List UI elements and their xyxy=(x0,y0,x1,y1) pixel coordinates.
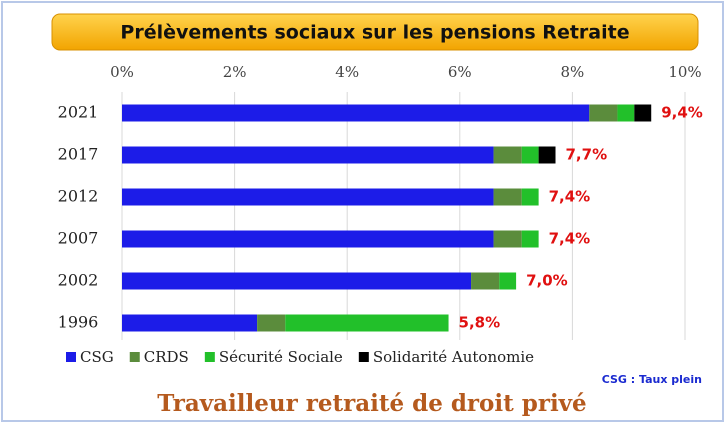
x-tick-label: 6% xyxy=(448,63,472,81)
bar-segment xyxy=(493,230,522,248)
bar-segment xyxy=(285,314,449,332)
x-tick-label: 8% xyxy=(561,63,585,81)
legend-label: Solidarité Autonomie xyxy=(373,348,534,366)
y-tick-label: 2002 xyxy=(58,271,99,290)
bar-segment xyxy=(122,188,494,206)
bar-segment xyxy=(122,230,494,248)
total-label: 7,4% xyxy=(549,230,591,248)
bar-segment xyxy=(634,104,652,122)
y-tick-label: 2017 xyxy=(58,145,99,164)
bar-segment xyxy=(493,188,522,206)
total-label: 7,4% xyxy=(549,188,591,206)
y-tick-label: 2021 xyxy=(58,103,99,122)
bar-segment xyxy=(499,272,517,290)
chart-title: Prélèvements sociaux sur les pensions Re… xyxy=(120,22,629,44)
total-label: 7,7% xyxy=(566,146,608,164)
legend-swatch xyxy=(358,352,369,362)
x-tick-label: 0% xyxy=(110,63,134,81)
bar-segment xyxy=(122,146,494,164)
legend-label: CSG xyxy=(80,348,114,366)
legend-swatch xyxy=(129,352,140,362)
bar-segment xyxy=(521,230,539,248)
total-label: 5,8% xyxy=(459,314,501,332)
y-tick-label: 2012 xyxy=(58,187,99,206)
legend-swatch xyxy=(204,352,215,362)
x-tick-label: 10% xyxy=(668,63,701,81)
bar-segment xyxy=(521,146,539,164)
bar-segment xyxy=(122,272,472,290)
bar-segment xyxy=(471,272,500,290)
bar-segment xyxy=(493,146,522,164)
x-tick-label: 2% xyxy=(223,63,247,81)
bar-segment xyxy=(257,314,286,332)
legend-swatch xyxy=(66,352,76,362)
y-tick-label: 2007 xyxy=(58,229,99,248)
bar-segment xyxy=(122,314,258,332)
caption: Travailleur retraité de droit privé xyxy=(157,390,586,417)
bar-segment xyxy=(617,104,635,122)
bar-segment xyxy=(589,104,618,122)
note: CSG : Taux plein xyxy=(602,373,702,386)
bar-segment xyxy=(538,146,556,164)
title-banner xyxy=(51,13,699,51)
x-tick-label: 4% xyxy=(335,63,359,81)
bar-segment xyxy=(521,188,539,206)
bar-segment xyxy=(122,104,590,122)
legend-label: CRDS xyxy=(144,348,189,366)
total-label: 9,4% xyxy=(661,104,703,122)
legend-label: Sécurité Sociale xyxy=(219,348,343,366)
y-tick-label: 1996 xyxy=(58,313,99,332)
total-label: 7,0% xyxy=(526,272,568,290)
